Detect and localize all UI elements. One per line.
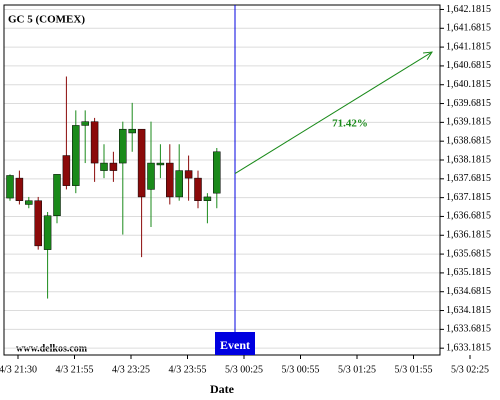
candle [81,110,89,164]
y-tick-label: 1,633.1815 [446,342,491,353]
y-tick-label: 1,637.6815 [446,173,491,184]
x-tick-label: 4/3 23:25 [112,364,150,375]
x-tick-label: 5/3 02:25 [451,364,489,375]
candle [137,128,146,258]
x-tick-label: 5/3 01:25 [338,364,376,375]
candle [90,117,99,182]
y-tick-label: 1,636.6815 [446,211,491,222]
x-tick-label: 4/3 21:30 [0,364,37,375]
candle [15,170,24,205]
candle [175,144,183,201]
y-tick-label: 1,635.1815 [446,267,491,278]
y-tick-label: 1,633.6815 [446,324,491,335]
candle-body [43,215,52,250]
candle-body [72,125,80,186]
y-tick-label: 1,642.1815 [446,4,491,15]
candle [43,211,52,299]
candle [128,102,136,152]
candle-body [109,162,118,171]
y-tick-label: 1,641.1815 [446,41,491,52]
event-label: Event [220,338,250,352]
x-axis-label: Date [210,382,235,396]
y-tick-label: 1,634.1815 [446,305,491,316]
candle [25,196,33,209]
candle [53,174,61,224]
candle-body [53,174,61,217]
y-tick-label: 1,640.1815 [446,79,491,90]
candle [72,110,80,194]
y-tick-label: 1,638.6815 [446,135,491,146]
x-tick-label: 5/3 00:55 [281,364,319,375]
candle-body [175,170,183,198]
candle-body [119,128,127,164]
y-tick-label: 1,641.6815 [446,23,491,34]
candle-body [90,121,99,164]
candle [109,151,118,182]
x-tick-label: 5/3 00:25 [225,364,263,375]
candle [213,148,221,209]
y-tick-label: 1,638.1815 [446,154,491,165]
projection-arrow [234,51,433,175]
candle [166,144,174,205]
x-tick-label: 5/3 01:55 [394,364,432,375]
y-tick-label: 1,639.1815 [446,117,491,128]
candle-body [34,200,42,247]
x-tick-label: 4/3 23:55 [168,364,206,375]
candle-body [128,128,136,134]
x-tick-label: 4/3 21:55 [55,364,93,375]
candle-body [81,121,89,126]
y-tick-label: 1,637.1815 [446,192,491,203]
arrow-head [422,51,433,60]
candle-body [184,170,193,179]
candle [203,193,212,224]
y-tick-label: 1,636.1815 [446,230,491,241]
event-box [215,332,255,355]
y-tick-label: 1,634.6815 [446,286,491,297]
candle-body [194,177,202,201]
candle-body [213,151,221,194]
candle-body [137,128,146,198]
y-tick-label: 1,639.6815 [446,98,491,109]
candle [194,170,202,209]
candle [184,155,193,201]
candle-body [166,162,174,198]
y-tick-label: 1,635.6815 [446,248,491,259]
candle [119,121,127,235]
chart-title: GC 5 (COMEX) [8,14,85,26]
candle-body [203,196,212,201]
projection-label: 71.42% [332,118,368,130]
candle-body [100,162,108,171]
candle-body [147,162,155,190]
candle [100,144,108,179]
y-tick-label: 1,640.6815 [446,60,491,71]
candle [62,76,71,190]
candle [147,121,155,228]
candle-body [6,175,14,199]
candle [6,174,14,201]
candle [34,196,42,250]
candle [156,144,165,179]
candle-body [15,177,24,201]
candle-body [62,155,71,186]
candle-body [156,162,165,166]
watermark: www.delkos.com [16,343,88,354]
candle-body [25,200,33,205]
